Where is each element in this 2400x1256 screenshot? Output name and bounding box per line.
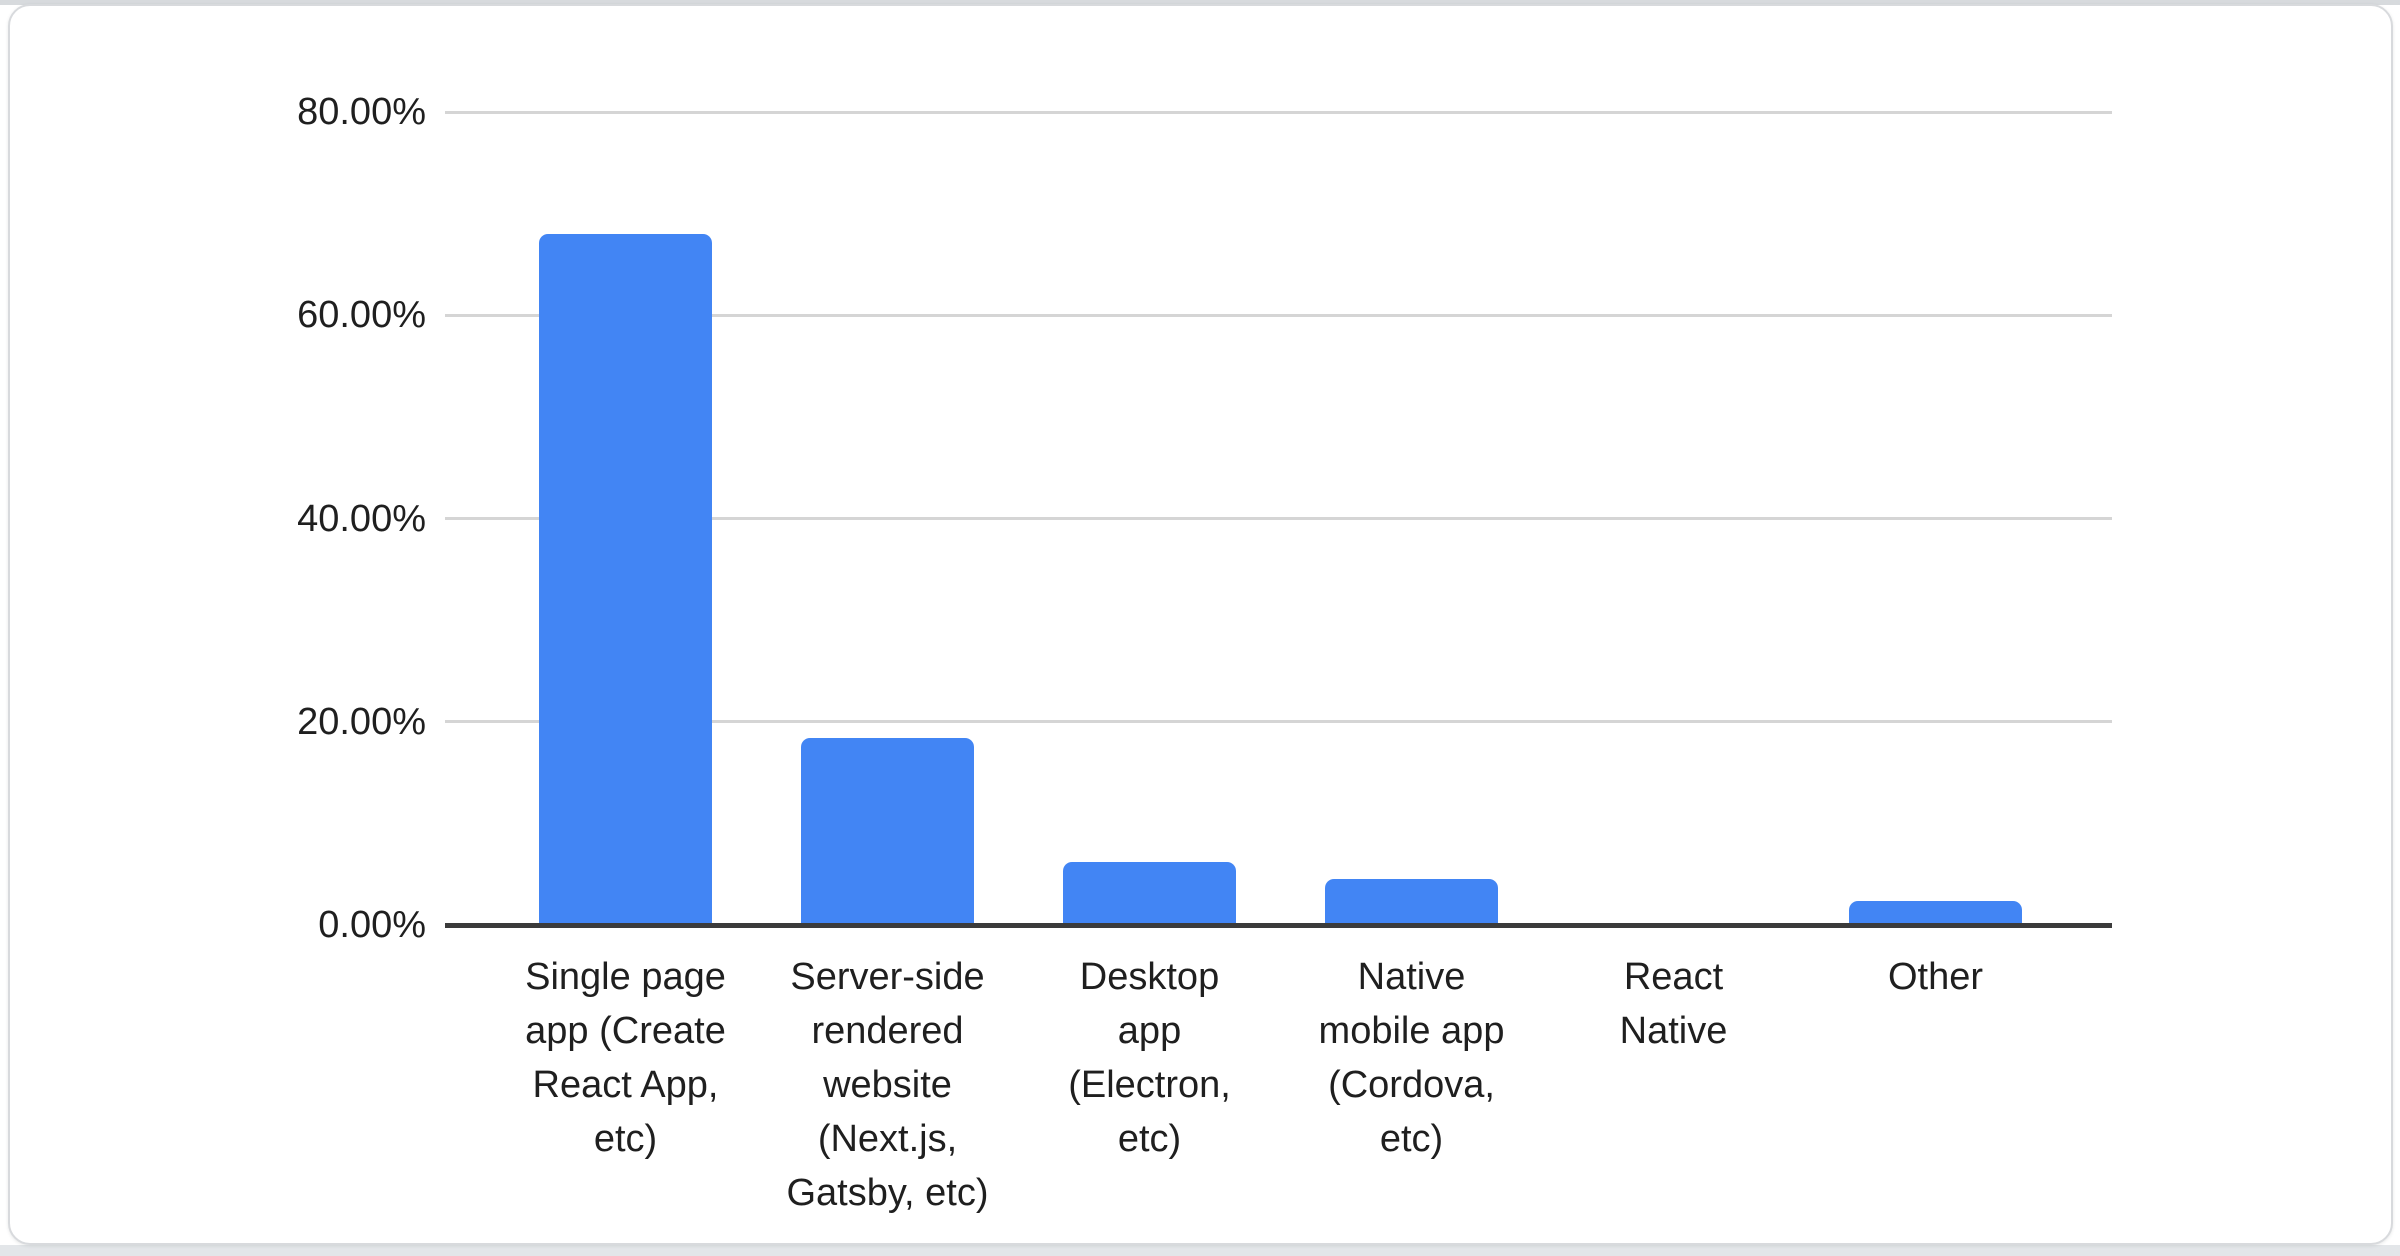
bar-chart: 0.00% 20.00% 40.00% 60.00% 80.00% Single page… (10, 6, 2391, 1243)
x-axis-category-label: Single page app (Create React App, etc) (525, 956, 726, 1160)
x-axis-category-label: Other (1887, 956, 1984, 998)
bar (801, 738, 974, 925)
bar (1063, 861, 1236, 925)
gridline (445, 517, 2112, 520)
y-axis-tick-label: 40.00% (297, 497, 426, 540)
chart-card: 0.00% 20.00% 40.00% 60.00% 80.00% Single page… (8, 4, 2393, 1245)
y-axis-tick-label: 60.00% (297, 294, 426, 337)
x-axis-line (445, 923, 2112, 928)
y-axis-tick-label: 0.00% (318, 904, 426, 946)
bar (539, 233, 712, 925)
page-top-band (0, 0, 2400, 5)
page-bottom-band (0, 1245, 2400, 1256)
x-axis-category-label: Server-side rendered website (Next.js, G… (786, 956, 989, 1214)
y-axis-tick-label: 80.00% (297, 91, 426, 133)
gridline (445, 313, 2112, 317)
gridline (445, 110, 2112, 114)
y-axis-tick-label: 20.00% (297, 700, 426, 743)
x-axis-category-label: Desktop app (Electron, etc) (1068, 956, 1231, 1160)
bar (1325, 879, 1498, 925)
x-axis-category-label: React Native (1619, 956, 1728, 1052)
x-axis-category-label: Native mobile app (Cordova, etc) (1318, 956, 1505, 1160)
gridline (445, 720, 2112, 724)
bar (1849, 900, 2022, 925)
